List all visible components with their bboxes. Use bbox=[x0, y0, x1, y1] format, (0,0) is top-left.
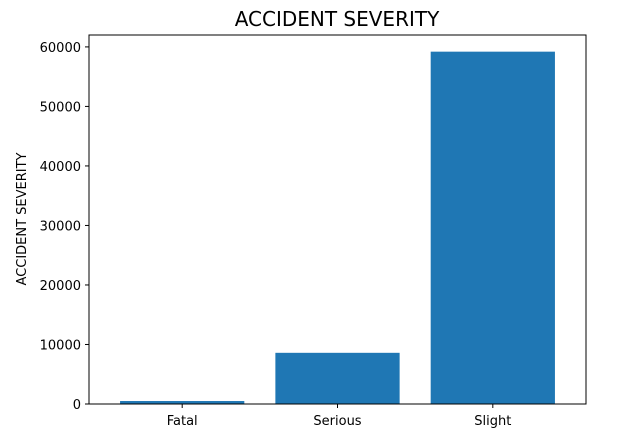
bar-fatal bbox=[120, 401, 245, 404]
bar-slight bbox=[430, 51, 555, 404]
x-ticks-group: Fatal Serious Slight bbox=[167, 404, 511, 429]
bars-group bbox=[120, 51, 555, 404]
y-tick-label: 0 bbox=[73, 398, 81, 413]
x-tick-label: Serious bbox=[313, 414, 361, 429]
y-tick-label: 20000 bbox=[40, 279, 81, 294]
y-axis-label: ACCIDENT SEVERITY bbox=[15, 152, 30, 285]
x-tick-label: Slight bbox=[474, 414, 511, 429]
y-ticks-group: 0 10000 20000 30000 40000 50000 60000 bbox=[40, 41, 89, 413]
plot-frame bbox=[88, 34, 587, 405]
bar-serious bbox=[275, 352, 400, 404]
chart-title: ACCIDENT SEVERITY bbox=[235, 7, 440, 31]
x-tick-label: Fatal bbox=[167, 414, 198, 429]
y-tick-label: 40000 bbox=[40, 160, 81, 175]
y-tick-label: 50000 bbox=[40, 100, 81, 115]
y-tick-label: 30000 bbox=[40, 219, 81, 234]
y-tick-label: 60000 bbox=[40, 41, 81, 56]
y-tick-label: 10000 bbox=[40, 338, 81, 353]
